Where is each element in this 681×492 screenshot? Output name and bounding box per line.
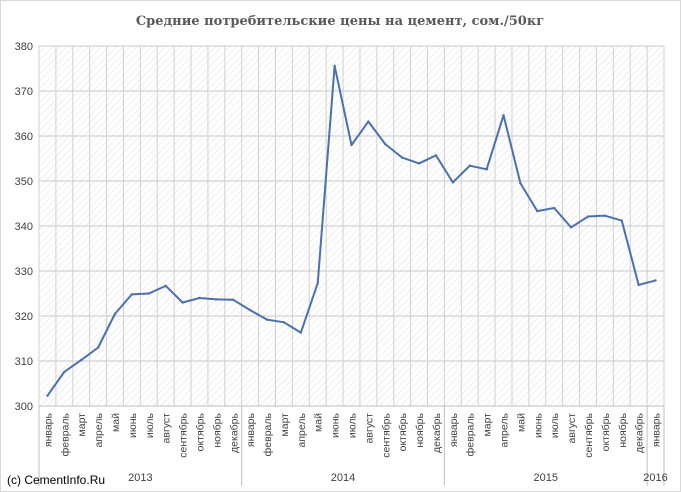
- series-layer: [46, 64, 657, 397]
- y-tick-label: 370: [15, 86, 33, 98]
- x-tick-label: июль: [144, 412, 156, 438]
- x-axis-year-labels: 2013 2014 2015 2016: [38, 406, 668, 486]
- data-point: [265, 318, 269, 321]
- y-tick-label: 350: [15, 176, 33, 188]
- x-tick-label: июнь: [127, 412, 139, 438]
- x-tick-label: ноябрь: [211, 412, 223, 447]
- y-tick-label: 380: [15, 41, 33, 53]
- data-point: [637, 283, 640, 287]
- year-label: 2015: [534, 472, 558, 484]
- data-point: [400, 156, 404, 159]
- data-point: [63, 370, 66, 373]
- data-point: [468, 164, 471, 167]
- y-tick-label: 300: [15, 401, 33, 413]
- data-point: [198, 296, 201, 300]
- data-point: [80, 358, 83, 362]
- data-point: [451, 181, 455, 184]
- x-tick-label: сентябрь: [583, 412, 595, 457]
- data-point: [248, 308, 252, 312]
- data-point: [299, 331, 303, 334]
- x-tick-label: февраль: [262, 412, 274, 456]
- x-tick-label: май: [313, 413, 325, 432]
- x-tick-label: февраль: [465, 412, 477, 456]
- x-tick-label: январь: [448, 412, 460, 447]
- data-point: [603, 214, 607, 217]
- data-point: [130, 293, 134, 296]
- data-point: [417, 162, 421, 165]
- x-tick-label: январь: [245, 412, 257, 447]
- x-tick-label: сентябрь: [178, 412, 190, 457]
- credit-text: (c) CementInfo.Ru: [7, 473, 105, 487]
- y-tick-label: 340: [15, 221, 33, 233]
- data-point: [333, 64, 336, 68]
- data-point: [350, 143, 353, 147]
- data-point: [282, 321, 286, 324]
- x-tick-label: декабрь: [228, 412, 240, 452]
- x-tick-label: июль: [549, 412, 561, 438]
- data-point: [502, 114, 505, 117]
- gridlines: [38, 45, 665, 407]
- y-tick-label: 310: [15, 356, 33, 368]
- data-point: [46, 394, 49, 397]
- x-tick-label: декабрь: [431, 412, 443, 452]
- data-point: [654, 279, 657, 282]
- y-tick-label: 320: [15, 311, 33, 323]
- x-tick-label: январь: [651, 412, 663, 447]
- data-point: [215, 298, 218, 301]
- data-point: [181, 301, 184, 304]
- data-point: [367, 120, 370, 123]
- year-label: 2014: [331, 472, 355, 484]
- year-label: 2016: [643, 472, 667, 484]
- y-tick-label: 360: [15, 131, 33, 143]
- x-tick-label: август: [363, 413, 375, 444]
- chart-title: Средние потребительские цены на цемент, …: [136, 14, 544, 29]
- x-tick-label: январь: [42, 412, 54, 447]
- year-label: 2013: [128, 472, 152, 484]
- data-point: [536, 209, 539, 213]
- x-tick-label: июнь: [532, 412, 544, 438]
- x-tick-label: апрель: [499, 412, 511, 447]
- data-point: [519, 182, 522, 185]
- x-axis-month-ticks: январь февраль март апрель май июнь июль август…: [42, 412, 662, 457]
- data-point: [485, 168, 488, 171]
- x-tick-label: октябрь: [397, 412, 409, 451]
- x-tick-label: март: [76, 413, 88, 437]
- data-point: [586, 215, 590, 218]
- y-tick-label: 330: [15, 266, 33, 278]
- y-axis-ticks: 300 310 320 330 340 350 360 370 380: [15, 41, 33, 413]
- x-tick-label: сентябрь: [380, 412, 392, 457]
- x-tick-label: апрель: [296, 412, 308, 447]
- x-tick-label: август: [566, 413, 578, 444]
- x-tick-label: май: [110, 413, 122, 432]
- data-point: [147, 292, 150, 295]
- data-point: [384, 142, 387, 146]
- x-tick-label: март: [482, 413, 494, 437]
- data-point: [96, 346, 100, 349]
- x-tick-label: август: [161, 413, 173, 444]
- x-tick-label: октябрь: [194, 412, 206, 451]
- data-point: [620, 219, 623, 222]
- x-tick-label: июль: [347, 412, 359, 438]
- x-tick-label: октябрь: [600, 412, 612, 451]
- data-point: [569, 226, 573, 229]
- x-tick-label: ноябрь: [617, 412, 629, 447]
- data-point: [232, 298, 235, 301]
- data-point: [164, 284, 167, 288]
- x-tick-label: апрель: [93, 412, 105, 447]
- data-point: [316, 281, 319, 285]
- data-point: [553, 206, 556, 210]
- x-tick-label: май: [515, 413, 527, 432]
- x-tick-label: июнь: [330, 412, 342, 438]
- data-point: [113, 312, 117, 315]
- x-tick-label: декабрь: [634, 412, 646, 452]
- x-tick-label: март: [279, 413, 291, 437]
- data-point: [434, 154, 438, 157]
- x-tick-label: февраль: [59, 412, 71, 456]
- x-tick-label: ноябрь: [414, 412, 426, 447]
